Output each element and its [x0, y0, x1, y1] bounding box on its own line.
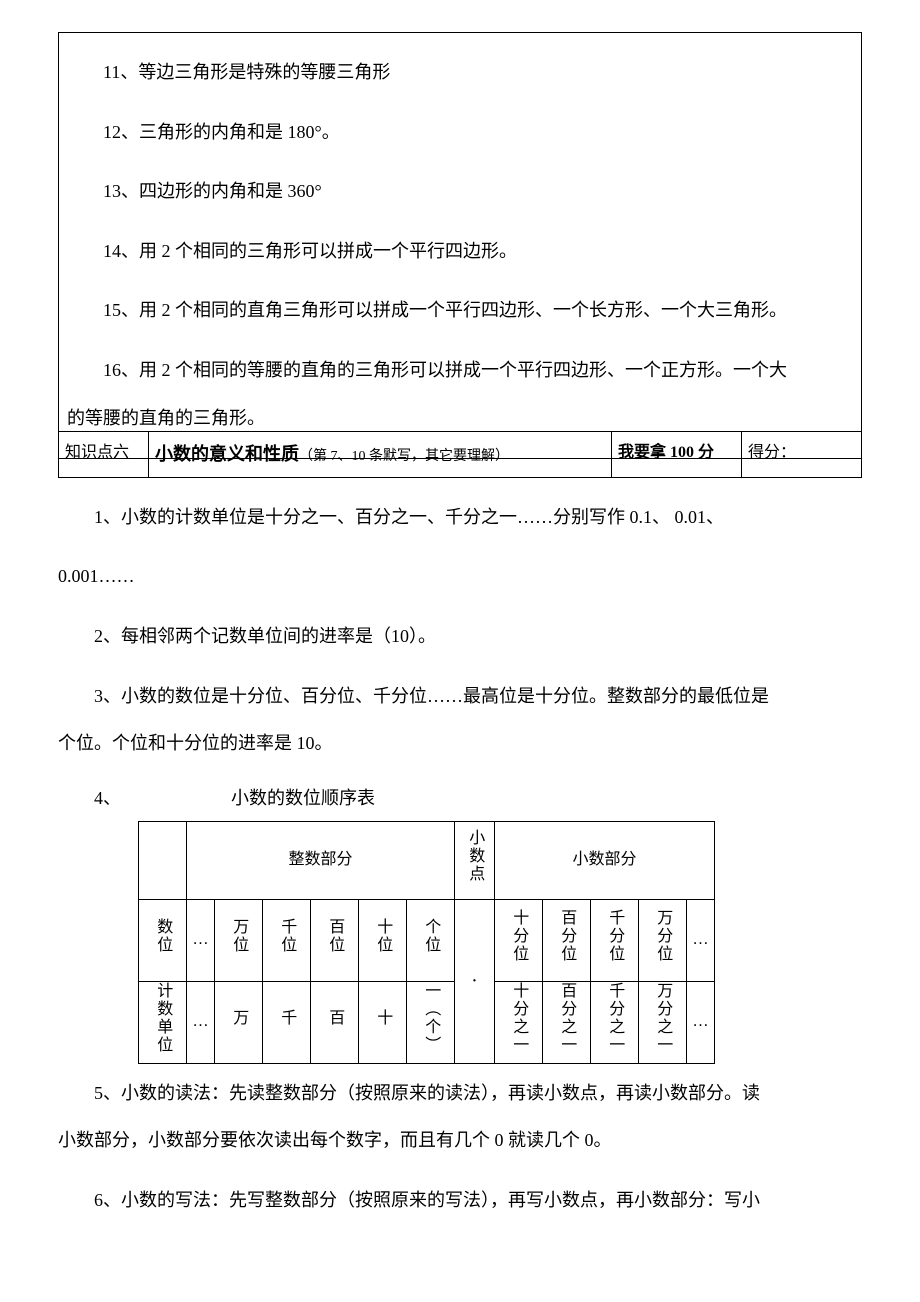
s6-item-2: 2、每相邻两个记数单位间的进率是（10）。 — [58, 617, 862, 657]
item-15: 15、用 2 个相同的直角三角形可以拼成一个平行四边形、一个长方形、一个大三角形… — [67, 291, 853, 331]
s6-item-3a: 3、小数的数位是十分位、百分位、千分位……最高位是十分位。整数部分的最低位是 — [58, 677, 862, 717]
unit-dots-left: … — [187, 981, 215, 1063]
item-16-line1: 16、用 2 个相同的等腰的直角的三角形可以拼成一个平行四边形、一个正方形。一个… — [67, 351, 853, 391]
table-row: 整数部分 小数点 小数部分 — [139, 821, 715, 899]
place-table-title-row: 4、 小数的数位顺序表 — [58, 784, 862, 813]
row-unit-label: 计数单位 — [139, 981, 187, 1063]
header-blank — [139, 821, 187, 899]
s6-item-5a: 5、小数的读法：先读整数部分（按照原来的读法），再读小数点，再读小数部分。读 — [58, 1074, 862, 1114]
header-decimal-part: 小数部分 — [495, 821, 715, 899]
unit-thousandth: 千分之一 — [591, 981, 639, 1063]
unit-bai: 百 — [311, 981, 359, 1063]
unit-wan: 万 — [215, 981, 263, 1063]
s6-item-6: 6、小数的写法：先写整数部分（按照原来的写法），再写小数点，再小数部分：写小 — [58, 1181, 862, 1221]
knowledge-header-table: 知识点六 小数的意义和性质（第 7、10 条默写，其它要理解） 我要拿 100 … — [58, 431, 862, 478]
s6-item-5b: 小数部分，小数部分要依次读出每个数字，而且有几个 0 就读几个 0。 — [58, 1121, 862, 1161]
unit-tenth: 十分之一 — [495, 981, 543, 1063]
table-row: 计数单位 … 万 千 百 十 一（个） 十分之一 百分之一 千分之一 万分之一 … — [139, 981, 715, 1063]
unit-ge: 一（个） — [407, 981, 455, 1063]
digit-hundredth: 百分位 — [543, 899, 591, 981]
knowledge-six-section: 知识点六 小数的意义和性质（第 7、10 条默写，其它要理解） 我要拿 100 … — [58, 423, 862, 1240]
table-row: 数位 … 万位 千位 百位 十位 个位 · 十分位 百分位 千分位 万分位 … — [139, 899, 715, 981]
score-cell: 得分： — [742, 432, 862, 478]
item-12: 12、三角形的内角和是 180°。 — [67, 113, 853, 153]
s6-item-4-num: 4、 — [94, 784, 121, 813]
s6-item-1b: 0.001…… — [58, 557, 862, 597]
digit-shi: 十位 — [359, 899, 407, 981]
knowledge-title-bold: 小数的意义和性质 — [155, 444, 299, 464]
header-integer-part: 整数部分 — [187, 821, 455, 899]
s6-item-3b: 个位。个位和十分位的进率是 10。 — [58, 724, 862, 764]
top-content-box: 11、等边三角形是特殊的等腰三角形 12、三角形的内角和是 180°。 13、四… — [58, 32, 862, 459]
dots-left: … — [187, 899, 215, 981]
digit-bai: 百位 — [311, 899, 359, 981]
unit-tenthousandth: 万分之一 — [639, 981, 687, 1063]
digit-tenthousandth: 万分位 — [639, 899, 687, 981]
knowledge-title-note: （第 7、10 条默写，其它要理解） — [299, 449, 509, 464]
unit-qian: 千 — [263, 981, 311, 1063]
item-13: 13、四边形的内角和是 360° — [67, 172, 853, 212]
score-target-cell: 我要拿 100 分 — [612, 432, 742, 478]
s6-item-4-title: 小数的数位顺序表 — [231, 784, 375, 813]
unit-dots-right: … — [687, 981, 715, 1063]
digit-thousandth: 千分位 — [591, 899, 639, 981]
header-decimal-point: 小数点 — [455, 821, 495, 899]
place-value-table: 整数部分 小数点 小数部分 数位 … 万位 千位 百位 十位 个位 · 十分位 … — [138, 821, 715, 1064]
row-digit-label: 数位 — [139, 899, 187, 981]
dots-right: … — [687, 899, 715, 981]
table-row: 知识点六 小数的意义和性质（第 7、10 条默写，其它要理解） 我要拿 100 … — [59, 432, 862, 478]
item-14: 14、用 2 个相同的三角形可以拼成一个平行四边形。 — [67, 232, 853, 272]
knowledge-label-cell: 知识点六 — [59, 432, 149, 478]
page: 11、等边三角形是特殊的等腰三角形 12、三角形的内角和是 180°。 13、四… — [0, 0, 920, 1302]
s6-item-1a: 1、小数的计数单位是十分之一、百分之一、千分之一……分别写作 0.1、 0.01… — [58, 498, 862, 538]
knowledge-title-cell: 小数的意义和性质（第 7、10 条默写，其它要理解） — [149, 432, 612, 478]
unit-hundredth: 百分之一 — [543, 981, 591, 1063]
digit-qian: 千位 — [263, 899, 311, 981]
item-11: 11、等边三角形是特殊的等腰三角形 — [67, 53, 853, 93]
unit-shi: 十 — [359, 981, 407, 1063]
point-cell: · — [455, 899, 495, 1063]
digit-wan: 万位 — [215, 899, 263, 981]
digit-tenth: 十分位 — [495, 899, 543, 981]
digit-ge: 个位 — [407, 899, 455, 981]
